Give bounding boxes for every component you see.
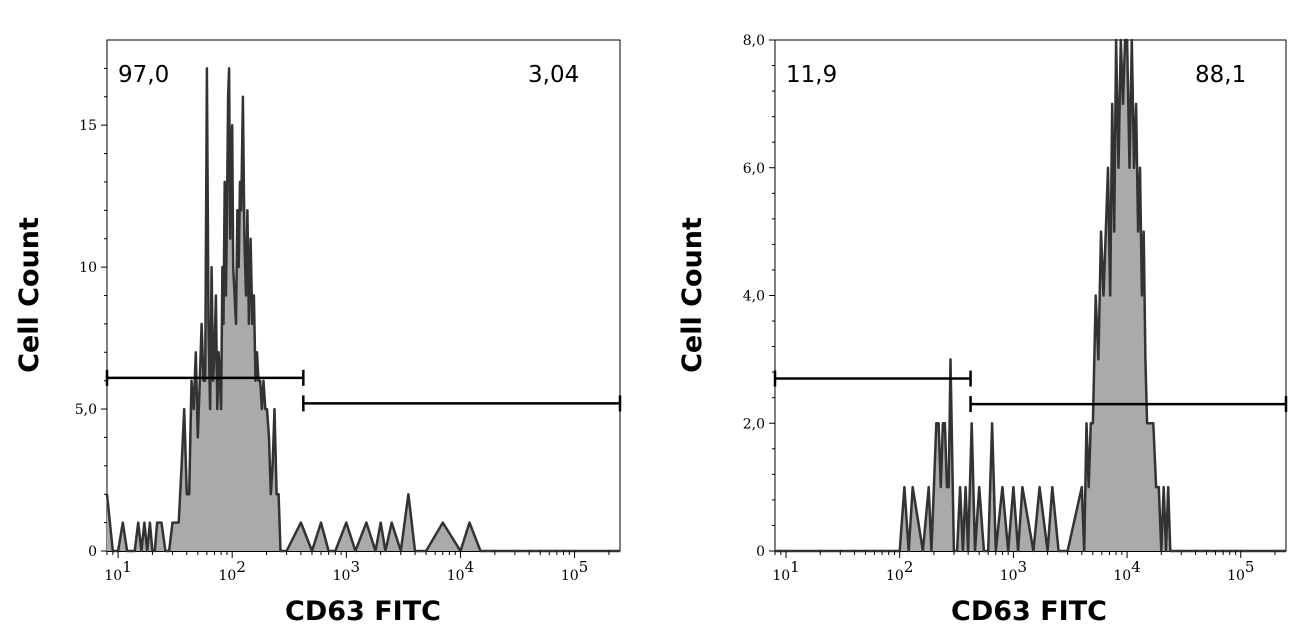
y-tick-label: 0 (88, 544, 97, 560)
x-tick-label: 103 (1000, 558, 1027, 584)
y-tick-label: 0 (756, 544, 765, 560)
gate-percentage-label: 11,9 (786, 62, 837, 88)
x-tick-label: 105 (561, 558, 588, 584)
x-tick-label: 102 (886, 558, 913, 584)
histogram-panel-2: 0 2,0 4,0 6,0 8,0 101 102 103 104 105 11,9 88,1 CD63… (677, 33, 1288, 627)
y-axis-title: Cell Count (14, 217, 45, 373)
histogram-fill (775, 40, 1286, 551)
gate-percentage-label: 3,04 (528, 62, 579, 88)
gate-1 (773, 370, 972, 387)
x-tick-label: 104 (1113, 558, 1140, 584)
gate-percentage-label: 88,1 (1195, 62, 1246, 88)
histogram-outline (105, 67, 620, 553)
x-tick-label: 102 (219, 558, 246, 584)
y-tick-label: 2,0 (743, 416, 765, 432)
x-axis-title: CD63 FITC (285, 596, 441, 627)
y-tick-label: 5,0 (75, 402, 97, 418)
plot-frame (774, 39, 1287, 552)
x-tick-label: 101 (104, 558, 131, 584)
x-tick-label: 105 (1227, 558, 1254, 584)
gate-percentage-label: 97,0 (118, 62, 169, 88)
histogram-panel-1: 0 5,0 10 15 101 102 103 104 105 97,0 3,04 CD63 FITC… (14, 39, 622, 627)
y-tick-label: 8,0 (743, 33, 765, 49)
histogram-fill (107, 68, 620, 552)
y-tick-label: 4,0 (743, 289, 765, 305)
x-axis-title: CD63 FITC (951, 596, 1107, 627)
y-tick-label: 15 (79, 118, 97, 134)
x-tick-label: 104 (447, 558, 474, 584)
y-axis-title: Cell Count (677, 217, 708, 373)
gate-2 (969, 396, 1288, 413)
x-tick-label: 101 (772, 558, 799, 584)
histogram-outline (775, 38, 1286, 553)
x-tick-label: 103 (333, 558, 360, 584)
gate-1 (105, 369, 305, 386)
y-tick-label: 6,0 (743, 161, 765, 177)
y-tick-label: 10 (79, 260, 97, 276)
gate-2 (302, 395, 622, 412)
